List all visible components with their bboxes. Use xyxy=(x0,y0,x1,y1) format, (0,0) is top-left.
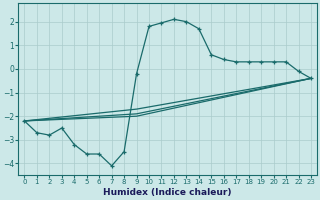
X-axis label: Humidex (Indice chaleur): Humidex (Indice chaleur) xyxy=(103,188,232,197)
